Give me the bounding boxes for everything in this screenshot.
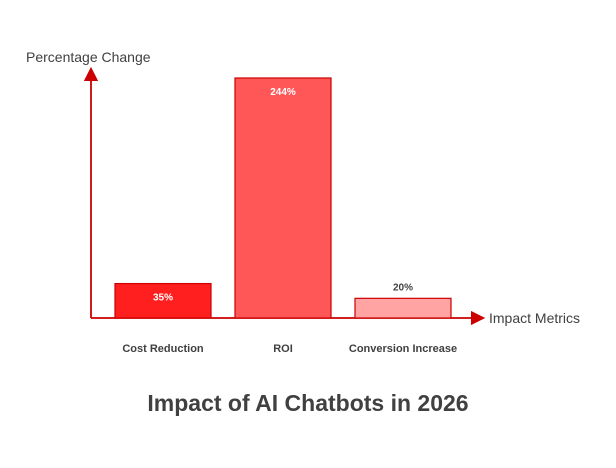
value-label: 244% bbox=[270, 87, 296, 98]
category-label: Conversion Increase bbox=[349, 343, 457, 355]
x-axis-label: Impact Metrics bbox=[489, 310, 580, 326]
category-label: ROI bbox=[273, 343, 293, 355]
value-label: 35% bbox=[153, 293, 173, 304]
y-axis-label: Percentage Change bbox=[26, 49, 151, 65]
bar-conversion-increase bbox=[354, 297, 452, 319]
bar-cost-reduction bbox=[114, 282, 212, 319]
value-label: 20% bbox=[393, 282, 413, 293]
labels-layer: 35% Cost Reduction 244% ROI 20% Conversion In… bbox=[122, 87, 457, 355]
bar-roi bbox=[234, 77, 332, 319]
chart-title: Impact of AI Chatbots in 2026 bbox=[147, 390, 469, 416]
category-label: Cost Reduction bbox=[122, 343, 204, 355]
bars-layer bbox=[114, 77, 452, 319]
